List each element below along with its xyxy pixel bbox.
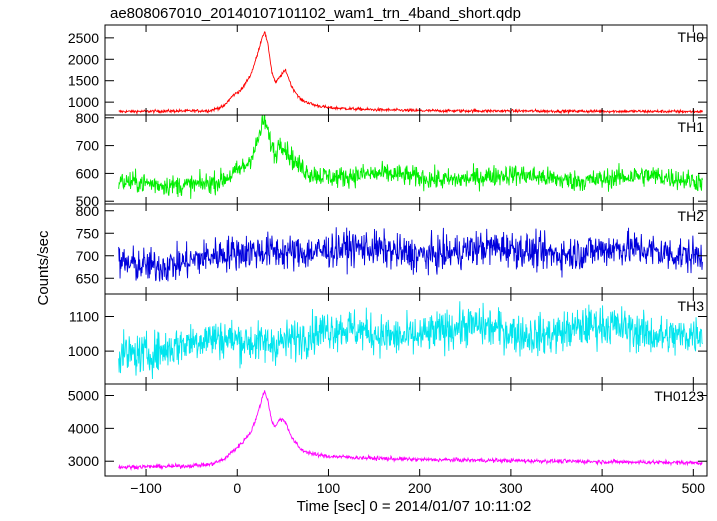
x-tick-label: 100: [317, 480, 341, 496]
y-tick-label: 1100: [69, 309, 99, 325]
x-axis-label: Time [sec] 0 = 2014/01/07 10:11:02: [297, 498, 532, 515]
panel-label-th1: TH1: [678, 119, 705, 135]
panel-th0123: 3000 4000 5000 TH0123: [68, 383, 708, 477]
x-tick-label: 300: [499, 480, 523, 496]
y-tick-label: 1000: [68, 343, 99, 359]
panel-frame: [104, 114, 708, 205]
panel-label-th3: TH3: [678, 298, 705, 314]
x-tick-label: 0: [233, 480, 241, 496]
y-tick-label: 1500: [68, 73, 99, 89]
x-tick-label: 200: [408, 480, 432, 496]
y-tick-label: 4000: [68, 420, 99, 436]
y-tick-label: 600: [76, 165, 100, 181]
y-tick-label: 700: [76, 138, 100, 154]
panel-th3: 1000 1100 TH3: [68, 293, 708, 385]
panel-th1: 500 600 700 800 TH1: [76, 110, 708, 209]
y-axis-label: Counts/sec: [35, 230, 52, 306]
panel-frame: [104, 24, 708, 116]
series-line-th2: [118, 227, 703, 282]
series-line-th1: [118, 115, 703, 199]
panel-label-th0: TH0: [678, 29, 705, 45]
x-tick-label: 500: [682, 480, 706, 496]
panel-label-th2: TH2: [678, 208, 705, 224]
chart-title: ae808067010_20140107101102_wam1_trn_4ban…: [110, 5, 521, 22]
series-line-th0123: [118, 390, 703, 471]
y-tick-label: 500: [76, 193, 100, 209]
x-axis: −100 0 100 200 300 400 500: [130, 480, 705, 496]
y-tick-label: 700: [76, 248, 100, 264]
x-tick-label: −100: [130, 480, 162, 496]
y-tick-label: 750: [76, 225, 100, 241]
panels-layer: 1000 1500 2000 2500 TH0 500 600 700 800 TH1 650 700…: [68, 24, 708, 477]
y-tick-label: 2500: [68, 30, 99, 46]
panel-th2: 650 700 750 800 TH2: [76, 203, 708, 295]
panel-th0: 1000 1500 2000 2500 TH0: [68, 24, 708, 116]
y-tick-label: 2000: [68, 51, 99, 67]
y-tick-label: 1000: [68, 94, 99, 110]
y-tick-label: 5000: [68, 388, 99, 404]
y-tick-label: 800: [76, 203, 100, 219]
panel-frame: [104, 383, 708, 477]
y-tick-label: 650: [76, 270, 100, 286]
series-line-th3: [118, 301, 703, 379]
y-tick-label: 3000: [68, 453, 99, 469]
y-tick-label: 800: [76, 110, 100, 126]
series-line-th0: [118, 31, 703, 115]
x-tick-label: 400: [590, 480, 614, 496]
panel-label-th0123: TH0123: [654, 388, 704, 404]
